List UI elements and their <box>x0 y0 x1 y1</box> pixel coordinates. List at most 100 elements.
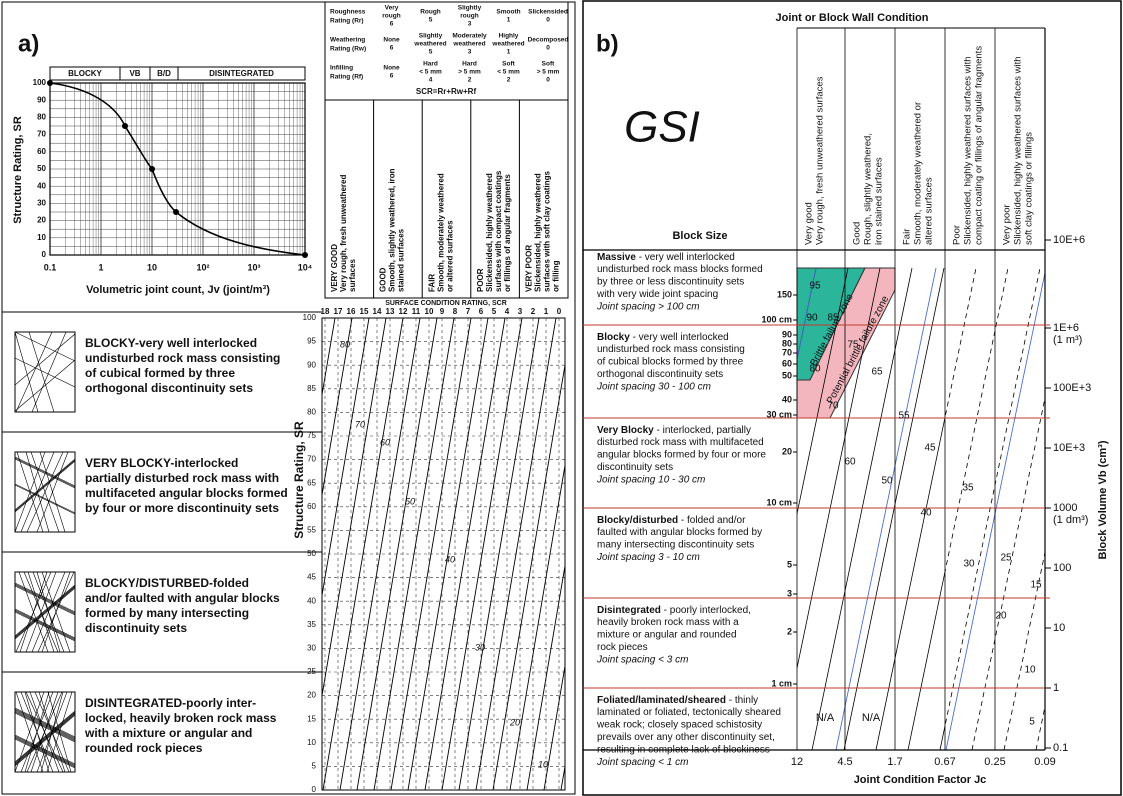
row-desc: mixture or angular and rounded <box>597 630 737 641</box>
y-tick-label: 75 <box>307 431 316 440</box>
panel-b-frame <box>582 0 1122 796</box>
y-tick-label: 20 <box>307 691 316 700</box>
rating-cell: Hard <box>462 61 477 68</box>
y-tick-label: 0 <box>312 785 317 794</box>
jc-tick: 4.5 <box>837 756 852 768</box>
x-tick-label: 10 <box>147 262 157 272</box>
rating-cell: Soft <box>542 61 555 68</box>
gsi-value: 50 <box>881 476 893 487</box>
gsi-line <box>322 318 353 498</box>
row-title: Blocky/disturbed <box>597 515 678 526</box>
row-desc: disturbed rock mass with multifaceted <box>597 437 764 448</box>
y-tick-label: 100 <box>33 78 47 87</box>
na-label: N/A <box>816 712 835 724</box>
sketch-line <box>14 451 46 533</box>
volume-label: 10 <box>1053 622 1065 634</box>
rating-cell: 4 <box>429 77 433 84</box>
gsi-line <box>407 318 489 790</box>
condition-label: Slickensided, highly weathered <box>534 173 543 292</box>
row-desc: - very well interlocked <box>630 332 729 343</box>
gsi-value: 20 <box>995 611 1007 622</box>
row-desc: with very wide joint spacing <box>596 289 718 300</box>
sketch-line <box>14 611 76 642</box>
volume-label: (1 m³) <box>1053 334 1082 346</box>
x-tick-label: 14 <box>373 307 382 316</box>
rating-cell: weathered <box>452 41 485 48</box>
row-desc: angular blocks formed by four or more <box>597 450 766 461</box>
panel-a-frame <box>1 1 576 795</box>
volume-label: 100E+3 <box>1053 382 1091 394</box>
rating-cell: Decomposed <box>528 37 569 44</box>
gsi-value: 30 <box>475 642 485 652</box>
condition-label: surfaces <box>348 259 357 292</box>
y-tick-label: 20 <box>37 216 46 225</box>
volume-label: 1000 <box>1053 502 1077 514</box>
x-tick-label: 13 <box>386 307 395 316</box>
joint-spacing: Joint spacing < 3 cm <box>596 655 688 666</box>
header-label: DISINTEGRATED <box>209 69 274 78</box>
condition-label: stained surfaces <box>397 228 406 292</box>
axis-title: Block Volume Vb (cm³) <box>1097 440 1109 559</box>
sketch-line <box>14 458 76 511</box>
gsi-line <box>1003 550 1045 750</box>
gsi-line <box>458 318 540 790</box>
y-tick-label: 85 <box>307 384 316 393</box>
rating-cell: Very <box>385 5 399 12</box>
rating-cell: None <box>383 65 400 72</box>
structure-text: orthogonal discontinuity sets <box>85 381 253 395</box>
sketch-line <box>19 571 48 653</box>
condition-label: VERY GOOD <box>330 244 339 292</box>
structure-text: formed by many intersecting <box>85 606 249 620</box>
rating-cell: > 5 mm <box>458 69 481 76</box>
rating-cell: 1 <box>507 49 511 56</box>
row-desc: - thinly <box>726 695 758 706</box>
row-desc: rock pieces <box>597 642 648 653</box>
formula: SCR=Rr+Rw+Rf <box>416 87 477 96</box>
panel-label: b) <box>596 30 619 57</box>
row-desc: - poorly interlocked, <box>661 605 751 616</box>
y-tick-label: 60 <box>37 147 46 156</box>
column-title: Block Size <box>672 230 727 242</box>
spacing-label: 3 <box>787 588 792 598</box>
sketch-line <box>14 608 76 639</box>
structure-text: discontinuity sets <box>85 621 187 635</box>
row-desc: of cubical blocks formed by three <box>597 357 744 368</box>
y-tick-label: 45 <box>307 573 316 582</box>
x-tick-label: 7 <box>466 307 471 316</box>
x-tick-label: 12 <box>399 307 408 316</box>
sketch-line <box>14 709 76 740</box>
x-tick-label: 1 <box>544 307 549 316</box>
joint-spacing: Joint spacing > 100 cm <box>596 302 700 313</box>
curve-point <box>149 166 155 172</box>
heading: Joint or Block Wall Condition <box>776 12 929 24</box>
rating-cell: Rough <box>420 9 441 16</box>
gsi-value: 70 <box>827 401 839 412</box>
gsi-value: 60 <box>844 457 856 468</box>
curve-point <box>173 209 179 215</box>
structure-sketch <box>14 691 76 773</box>
spacing-label: 30 cm <box>766 409 792 419</box>
sketch-line <box>14 707 76 738</box>
sketch-line <box>14 711 76 764</box>
spacing-label: 100 cm <box>761 314 792 324</box>
sketch-line <box>14 610 76 641</box>
row-desc: - interlocked, partially <box>654 425 751 436</box>
gsi-lines <box>945 267 1045 750</box>
gsi-line <box>373 318 455 790</box>
na-label: N/A <box>862 712 881 724</box>
column-label: iron stained surfaces <box>874 157 885 245</box>
row-title: Very Blocky <box>597 425 654 436</box>
header-label: VB <box>129 69 140 78</box>
rating-cell: Slickensided <box>528 9 568 16</box>
axis-title: Structure Rating, SR <box>12 116 24 224</box>
sketch-line <box>30 451 60 533</box>
gsi-lines <box>797 267 945 750</box>
gsi-value: 55 <box>898 411 910 422</box>
rating-cell: weathered <box>413 41 446 48</box>
sketch-line <box>14 456 76 487</box>
gsi-value: 40 <box>920 508 932 519</box>
rating-cell: weathered <box>491 41 524 48</box>
condition-label: or fillings of angular fragments <box>503 174 512 292</box>
sketch-line <box>14 457 76 488</box>
gsi-value: 10 <box>538 759 548 769</box>
